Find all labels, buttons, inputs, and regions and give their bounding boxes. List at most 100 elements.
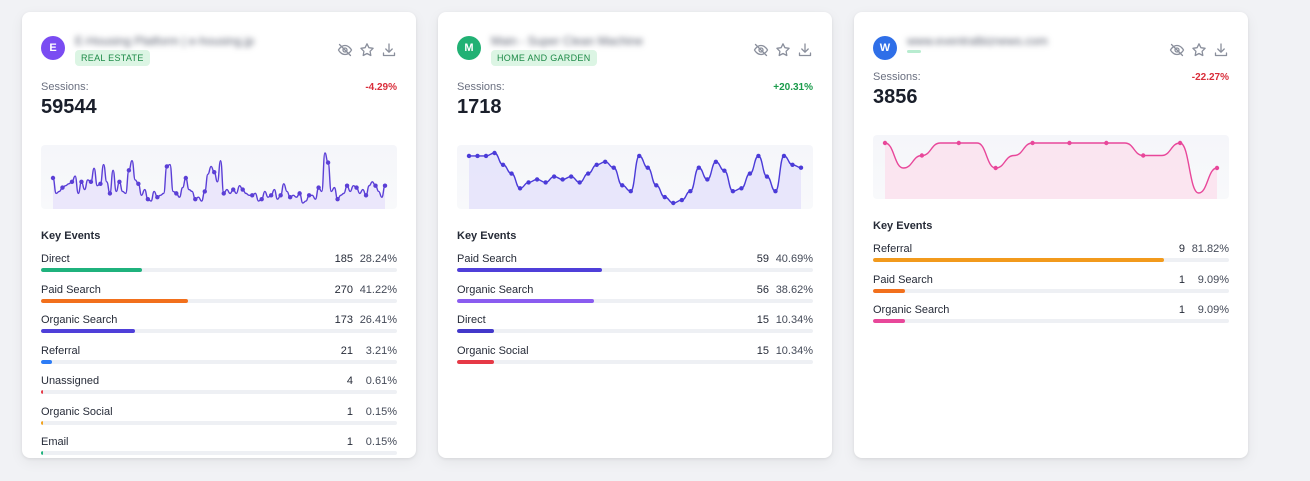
event-percent: 38.62% [775,283,813,296]
eye-off-icon[interactable] [1169,42,1185,58]
event-bar-fill [41,329,136,333]
sparkline-area [885,143,1217,199]
sparkline-point [306,193,312,198]
sparkline-point [781,153,787,159]
category-badge: REAL ESTATE [75,50,150,66]
sparkline-point [611,165,616,170]
event-name: Direct [41,253,70,265]
sparkline-point [335,196,340,202]
eye-off-icon[interactable] [753,42,769,58]
sparkline-point [919,153,925,158]
sparkline-point [551,174,557,179]
key-event-row: Organic Social 15 10.34% [457,339,813,370]
eye-off-icon[interactable] [337,42,353,58]
sparkline-point [603,159,608,165]
event-count: 270 [334,283,353,296]
event-bar-fill [41,451,43,455]
sparkline-area [53,153,385,209]
key-events-title: Key Events [41,230,101,242]
sparkline-point [492,150,497,156]
event-name: Referral [41,344,81,357]
event-name: Organic Search [457,283,534,296]
sparkline-point [483,153,489,159]
sparkline-point [568,174,574,179]
event-percent: 9.09% [1197,304,1229,316]
sparkline-point [126,168,132,173]
sparkline-point [268,193,274,198]
sparkline-point [136,181,141,186]
event-count: 1 [346,405,353,418]
event-bar-track [41,420,397,425]
event-bar-track [41,298,397,303]
sparkline-point [117,179,122,185]
event-name: Direct [457,314,486,326]
sparkline-line [52,152,386,204]
sparkline-point [756,153,761,159]
sparkline-point [354,185,359,190]
sparkline-point [585,171,591,176]
sparkline-point [98,181,103,186]
event-bar-fill [873,319,906,323]
event-percent: 10.34% [775,314,813,326]
sparkline-point [534,177,540,182]
sparkline-point [543,180,548,185]
event-bar-track [457,329,813,333]
star-icon[interactable] [1191,42,1207,58]
sparkline-point [174,191,179,196]
property-title[interactable]: Main - Super Clean Machine [491,34,644,48]
event-name: Organic Social [41,405,113,418]
sessions-metric: Sessions: -4.29% 59544 [41,72,397,132]
key-event-row: Organic Social 1 0.15% [41,400,397,431]
property-title[interactable]: E-Housing Platform | e-housing.jp [75,34,255,48]
event-count: 15 [756,314,769,326]
sparkline-point [790,162,795,167]
sparkline-point [88,179,94,185]
category-badge: HOME AND GARDEN [491,50,597,66]
sparkline-point [240,187,245,192]
event-percent: 0.15% [365,405,397,418]
sparkline-point [466,153,472,159]
key-event-row: Organic Search 1 9.09% [873,298,1229,329]
event-bar-fill [873,288,906,293]
event-bar-track [41,329,397,333]
sparkline-point [1141,153,1146,158]
key-events-list: Paid Search 59 40.69% Organic Search 56 38.62… [457,247,813,369]
sessions-label: Sessions: [873,71,921,83]
sparkline-point [183,175,188,181]
category-badge [907,50,921,53]
sparkline-point [739,186,744,191]
sparkline-point [526,180,531,185]
event-count: 15 [756,344,769,357]
event-name: Email [41,436,69,448]
key-event-row: Paid Search 59 40.69% [457,247,813,278]
sparkline-point [730,189,736,194]
key-event-row: Paid Search 270 41.22% [41,278,397,309]
download-icon[interactable] [797,42,813,58]
property-title[interactable]: www.eventralbiznews.com [907,34,1048,48]
sparkline-point [1030,140,1035,146]
sparkline-point [560,177,565,182]
sessions-change: -22.27% [1191,72,1229,83]
event-bar-track [41,268,397,272]
event-count: 21 [340,344,353,357]
event-bar-fill [41,420,43,425]
sessions-value: 1718 [457,96,502,118]
star-icon[interactable] [775,42,791,58]
sparkline-point [325,160,331,165]
key-event-row: Email 1 0.15% [41,430,397,461]
event-count: 9 [1178,243,1185,255]
event-bar-track [457,268,813,272]
sparkline-area [469,153,801,209]
star-icon[interactable] [359,42,375,58]
sparkline-point [1177,140,1183,146]
event-percent: 41.22% [359,283,397,296]
download-icon[interactable] [1213,42,1229,58]
sparkline-point [637,153,642,159]
sparkline-point [645,165,650,170]
sessions-sparkline [41,145,397,209]
sessions-label: Sessions: [41,81,89,93]
download-icon[interactable] [381,42,397,58]
key-event-row: Unassigned 4 0.61% [41,369,397,400]
sparkline-point [164,164,170,169]
